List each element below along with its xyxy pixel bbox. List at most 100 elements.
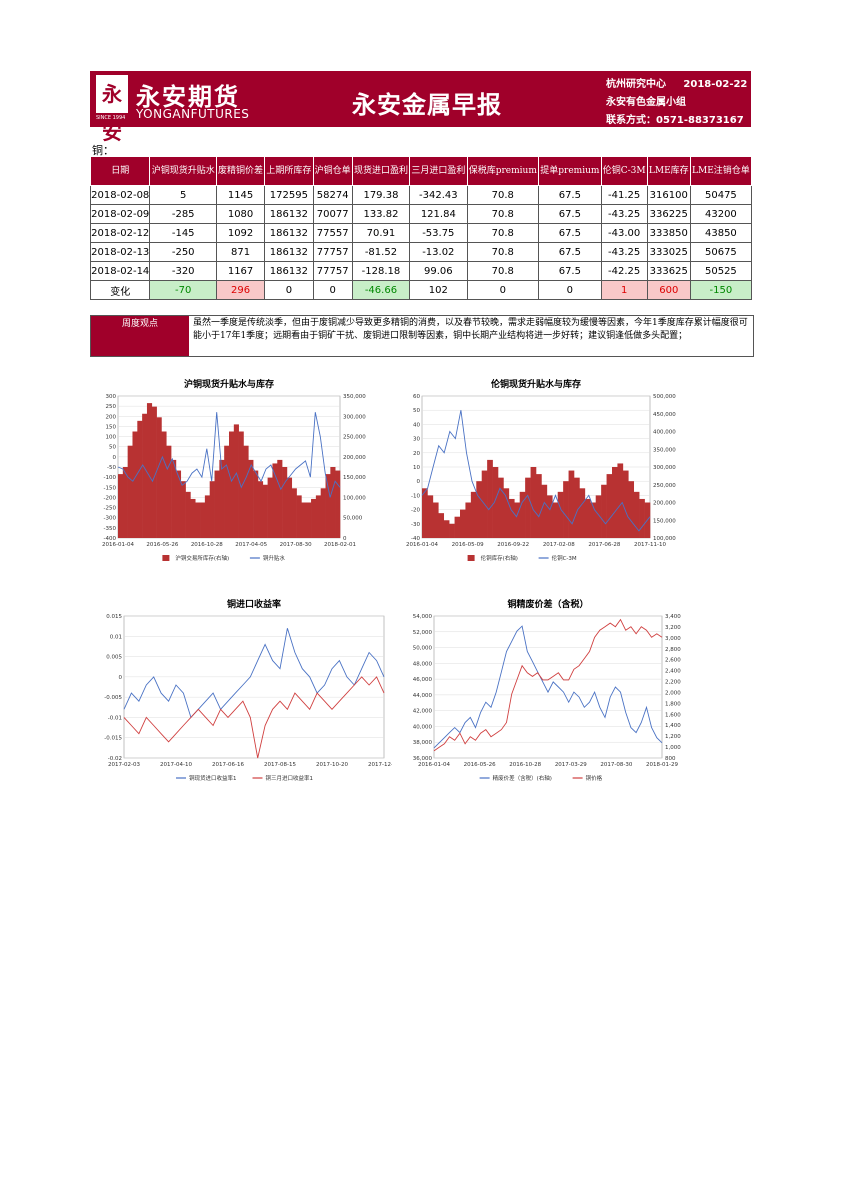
y-tick-label: 0.015 <box>106 614 122 620</box>
inventory-bar <box>243 445 249 538</box>
inventory-bar <box>257 481 264 538</box>
inventory-bar <box>291 488 297 538</box>
inventory-bar <box>546 495 553 538</box>
table-cell: 871 <box>215 242 266 262</box>
y-tick-label: 42,000 <box>413 709 433 715</box>
y-tick-label: 100 <box>106 435 117 441</box>
inventory-bar <box>525 477 531 538</box>
table-cell: 121.84 <box>409 204 468 224</box>
y-right-tick-label: 200,000 <box>343 455 366 461</box>
table-cell: 70.8 <box>466 204 540 224</box>
x-tick-label: 2017-06-16 <box>212 762 244 768</box>
x-tick-label: 2017-08-15 <box>264 762 296 768</box>
plot-frame <box>433 615 663 759</box>
y-tick-label: 0.01 <box>110 634 122 640</box>
inventory-bar <box>127 445 133 538</box>
table-cell: 333625 <box>646 261 691 281</box>
team-name: 永安有色金属小组 <box>606 97 686 108</box>
y-tick-label: 0 <box>417 479 421 485</box>
inventory-bar <box>574 477 580 538</box>
table-cell: 70.8 <box>466 242 540 262</box>
inventory-bar <box>137 420 143 538</box>
y-right-tick-label: 500,000 <box>653 394 676 400</box>
table-cell: 5 <box>149 185 217 205</box>
header-banner: 永安 永安期货 YONGANFUTURES SINCE 1994 永安金属早报 … <box>90 71 751 144</box>
inventory-bar <box>541 484 548 538</box>
inventory-bar <box>262 484 268 538</box>
table-header-cell: 上期所库存 <box>264 156 314 186</box>
change-cell: 0 <box>466 280 540 300</box>
inventory-bar <box>519 491 526 538</box>
change-cell: -150 <box>689 280 753 300</box>
change-cell: 600 <box>646 280 691 300</box>
legend-label: 沪铜交易所库存(右轴) <box>175 554 229 562</box>
y-tick-label: 0 <box>119 675 123 681</box>
table-cell: 1092 <box>215 223 266 243</box>
x-tick-label: 2017-02-03 <box>108 762 140 768</box>
table-cell: -145 <box>149 223 217 243</box>
y-tick-label: 40,000 <box>413 724 433 730</box>
y-right-tick-label: 400,000 <box>653 430 676 436</box>
y-tick-label: 48,000 <box>413 661 433 667</box>
y-right-tick-label: 450,000 <box>653 412 676 418</box>
y-tick-label: -350 <box>104 526 117 532</box>
table-cell: 70.8 <box>466 223 540 243</box>
chart-title: 铜进口收益率 <box>227 598 281 610</box>
inventory-bar <box>601 484 607 538</box>
x-tick-label: 2017-03-29 <box>555 762 587 768</box>
inventory-bar <box>590 502 597 538</box>
x-tick-label: 2018-02-01 <box>324 542 356 548</box>
inventory-bar <box>267 477 273 538</box>
y-right-tick-label: 3,000 <box>665 636 681 642</box>
x-tick-label: 2016-10-28 <box>509 762 541 768</box>
table-cell: 67.5 <box>538 185 602 205</box>
legend-swatch <box>162 555 170 561</box>
change-cell: -46.66 <box>351 280 411 300</box>
inventory-bar <box>320 488 326 538</box>
table-cell: 316100 <box>646 185 691 205</box>
y-tick-label: 0.005 <box>106 655 122 661</box>
table-cell: 50525 <box>689 261 753 281</box>
y-right-tick-label: 2,400 <box>665 669 681 675</box>
legend-label: 铜价格 <box>586 774 603 782</box>
table-header-cell: 提单premium <box>538 156 602 186</box>
inventory-bar <box>427 495 434 538</box>
inventory-bar <box>315 495 321 538</box>
y-right-tick-label: 100,000 <box>343 495 366 501</box>
y-tick-label: -250 <box>104 506 117 512</box>
inventory-bar <box>595 495 602 538</box>
inventory-bar <box>617 463 624 538</box>
x-tick-label: 2016-01-04 <box>406 542 438 548</box>
table-cell: -42.25 <box>600 261 648 281</box>
inventory-bar <box>166 445 172 538</box>
legend-label: 铜现货进口收益率1 <box>189 774 237 782</box>
inventory-bar <box>229 431 235 538</box>
table-cell: 50675 <box>689 242 753 262</box>
inventory-bar <box>449 523 455 538</box>
y-tick-label: 200 <box>106 414 117 420</box>
table-header-cell: 沪铜仓单 <box>312 156 353 186</box>
y-tick-label: 40 <box>413 422 420 428</box>
table-cell: 333850 <box>646 223 691 243</box>
inventory-bar <box>465 502 472 538</box>
x-tick-label: 2017-04-10 <box>160 762 192 768</box>
basis-line <box>117 412 341 498</box>
chart-shfe-basis-inventory: 沪铜现货升贴水与库存 300 250 200 150 100 50 0 -50 -100 -150 -… <box>92 378 378 568</box>
inventory-bar <box>552 502 559 538</box>
y-tick-label: -100 <box>104 475 117 481</box>
table-row: 2018-02-08 5 1145 172595 58274 179.38 -342.43 7… <box>89 185 753 205</box>
table-cell: 186132 <box>264 204 314 224</box>
inventory-bar <box>628 481 635 538</box>
inventory-bar <box>633 491 640 538</box>
table-cell: 77557 <box>312 223 353 243</box>
table-cell: -53.75 <box>409 223 468 243</box>
change-cell: 0 <box>312 280 353 300</box>
inventory-bar <box>272 463 278 538</box>
inventory-bar <box>204 495 210 538</box>
inventory-bar <box>606 474 613 538</box>
y-right-tick-label: 250,000 <box>653 483 676 489</box>
table-cell: 186132 <box>264 223 314 243</box>
table-cell: 43850 <box>689 223 753 243</box>
table-cell: 67.5 <box>538 261 602 281</box>
table-cell: 67.5 <box>538 223 602 243</box>
